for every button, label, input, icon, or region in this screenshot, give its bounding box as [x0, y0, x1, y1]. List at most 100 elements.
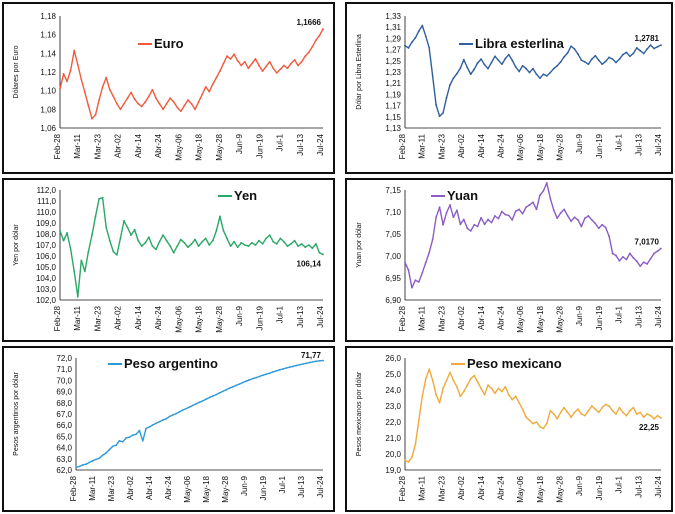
y-tick-label: 1,29 [385, 34, 401, 43]
x-tick-label: Mar-23 [437, 305, 446, 331]
data-point [577, 53, 579, 55]
data-point [105, 76, 108, 79]
data-point [108, 448, 111, 451]
data-point [133, 98, 136, 100]
y-tick-label: 1,08 [40, 105, 56, 114]
data-point [115, 254, 118, 256]
x-tick-label: Jul-24 [316, 133, 325, 155]
data-point [258, 239, 260, 242]
data-point [145, 427, 147, 430]
x-tick-label: Abr-14 [145, 475, 154, 500]
data-point [322, 28, 324, 30]
y-tick-label: 1,16 [40, 31, 56, 40]
data-point [228, 387, 231, 390]
data-point [514, 66, 517, 68]
data-point [411, 286, 413, 289]
x-tick-label: May-28 [215, 133, 224, 160]
x-tick-label: Jun-9 [575, 133, 584, 154]
data-point [642, 416, 645, 419]
x-tick-label: Jun-9 [235, 133, 244, 154]
data-point [208, 90, 211, 93]
data-point [235, 384, 238, 387]
x-tick-label: Feb-28 [53, 305, 62, 331]
x-tick-label: Abr-02 [457, 475, 466, 500]
data-point [438, 401, 441, 404]
data-point [231, 385, 234, 388]
data-point [566, 411, 569, 414]
data-point [98, 457, 101, 460]
data-point [511, 59, 514, 62]
data-point [577, 219, 579, 221]
y-tick-label: 104,0 [36, 274, 57, 283]
data-point [518, 208, 521, 211]
data-point [195, 402, 198, 405]
data-point [445, 211, 448, 214]
data-point [556, 64, 559, 67]
x-tick-label: Abr-14 [477, 475, 486, 500]
chart-svg: 1,13 1,15 1,17 1,19 1,21 1,23 1,25 1,27 1,29 1,31… [356, 12, 663, 161]
x-tick-label: May-06 [516, 475, 525, 502]
y-tick-label: 6,90 [385, 296, 401, 305]
data-point [304, 55, 307, 58]
data-point [115, 444, 117, 447]
chart-panel-libra-esterlina: 1,13 1,15 1,17 1,19 1,21 1,23 1,25 1,27 1,29 1,31… [345, 2, 673, 174]
data-point [126, 226, 129, 229]
data-point [431, 238, 434, 241]
data-point [521, 212, 524, 215]
y-tick-label: 106,0 [36, 252, 57, 261]
data-point [601, 63, 604, 66]
data-point [511, 398, 514, 401]
data-point [190, 243, 193, 245]
x-tick-label: Jun-9 [235, 305, 244, 326]
y-tick-label: 21,0 [385, 434, 401, 443]
data-point [424, 377, 427, 380]
x-tick-label: May-06 [183, 475, 192, 502]
x-tick-label: Jul-24 [654, 475, 663, 497]
x-tick-label: Jul-13 [634, 475, 643, 497]
data-point [611, 252, 614, 255]
y-tick-label: 109,0 [36, 219, 57, 228]
data-point [215, 76, 218, 79]
data-point [101, 196, 104, 199]
chart-title: Yen [234, 188, 257, 203]
data-point [608, 235, 611, 238]
data-point [656, 250, 659, 253]
data-point [78, 465, 81, 468]
data-point [295, 364, 298, 367]
x-tick-label: Jun-9 [575, 305, 584, 326]
data-point [469, 73, 472, 76]
x-tick-label: Abr-02 [457, 133, 466, 158]
data-point [265, 65, 268, 68]
y-tick-label: 1,19 [385, 90, 401, 99]
x-tick-label: Abr-02 [114, 305, 123, 330]
data-point [466, 66, 469, 69]
data-point [226, 55, 228, 58]
y-tick-label: 26,0 [385, 354, 401, 363]
data-point [549, 71, 552, 74]
data-point [549, 409, 552, 412]
data-point [265, 237, 268, 240]
data-point [421, 24, 424, 27]
data-point [559, 211, 562, 214]
data-point [314, 39, 317, 42]
data-point [483, 63, 486, 66]
data-point [597, 227, 600, 230]
data-point [660, 247, 662, 250]
y-tick-label: 7,10 [385, 208, 401, 217]
data-point [155, 422, 158, 425]
data-point [518, 70, 521, 73]
data-point [622, 411, 624, 414]
data-point [238, 383, 241, 385]
data-point [535, 421, 538, 423]
data-point [411, 41, 413, 44]
data-point [215, 393, 218, 396]
data-point [278, 368, 281, 371]
data-point [162, 108, 164, 111]
data-point [258, 64, 260, 67]
data-point [183, 241, 186, 244]
data-point [583, 61, 586, 63]
data-point [490, 61, 493, 64]
y-axis-label: Dólar por Libra Esterlina [356, 34, 363, 110]
x-tick-label: Mar-11 [88, 475, 97, 500]
x-tick-label: Jul-1 [615, 133, 624, 151]
